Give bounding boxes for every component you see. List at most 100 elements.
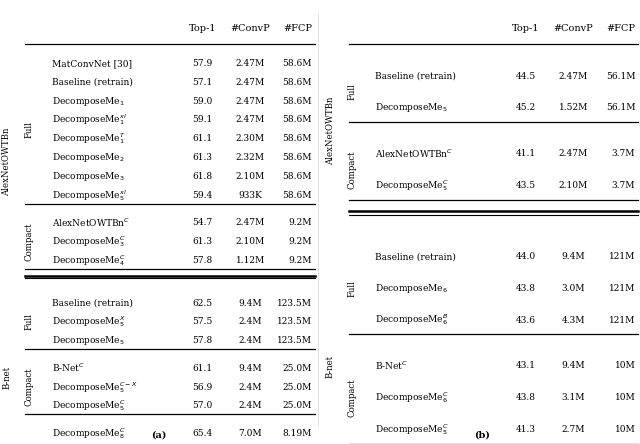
Text: 121M: 121M: [609, 252, 636, 261]
Text: B-net: B-net: [3, 366, 12, 389]
Text: 57.8: 57.8: [193, 256, 213, 265]
Text: AlexNetOWTBn$^C$: AlexNetOWTBn$^C$: [52, 217, 131, 229]
Text: 2.47M: 2.47M: [236, 218, 265, 227]
Text: 58.6M: 58.6M: [282, 134, 312, 143]
Text: 58.6M: 58.6M: [282, 153, 312, 162]
Text: 2.7M: 2.7M: [562, 425, 585, 434]
Text: 61.3: 61.3: [193, 237, 212, 246]
Text: DecomposeMe$_3^C$: DecomposeMe$_3^C$: [52, 234, 126, 249]
Text: DecomposeMe$_5^X$: DecomposeMe$_5^X$: [52, 314, 126, 329]
Text: DecomposeMe$_5^{xl}$: DecomposeMe$_5^{xl}$: [52, 188, 127, 203]
Text: Compact: Compact: [348, 378, 357, 417]
Text: 2.10M: 2.10M: [236, 172, 265, 181]
Text: 59.1: 59.1: [193, 115, 213, 124]
Text: 9.4M: 9.4M: [239, 364, 262, 373]
Text: DecomposeMe$_5^C$: DecomposeMe$_5^C$: [52, 399, 126, 413]
Text: 56.1M: 56.1M: [605, 71, 636, 80]
Text: Compact: Compact: [25, 368, 34, 406]
Text: 2.47M: 2.47M: [236, 78, 265, 87]
Text: 9.2M: 9.2M: [289, 218, 312, 227]
Text: 56.1M: 56.1M: [605, 103, 636, 112]
Text: 45.2: 45.2: [516, 103, 536, 112]
Text: 57.1: 57.1: [193, 78, 213, 87]
Text: DecomposeMe$_2$: DecomposeMe$_2$: [52, 151, 125, 164]
Text: 44.5: 44.5: [516, 71, 536, 80]
Text: 9.4M: 9.4M: [562, 361, 586, 370]
Text: B-Net$^C$: B-Net$^C$: [376, 360, 408, 372]
Text: 54.7: 54.7: [193, 218, 213, 227]
Text: 121M: 121M: [609, 316, 636, 325]
Text: DecomposeMe$_5^C$: DecomposeMe$_5^C$: [376, 422, 449, 437]
Text: 933K: 933K: [238, 191, 262, 200]
Text: 58.6M: 58.6M: [282, 115, 312, 124]
Text: 2.4M: 2.4M: [239, 401, 262, 410]
Text: 58.6M: 58.6M: [282, 78, 312, 87]
Text: DecomposeMe$_5^C$: DecomposeMe$_5^C$: [376, 178, 449, 193]
Text: 58.6M: 58.6M: [282, 191, 312, 200]
Text: DecomposeMe$_5$: DecomposeMe$_5$: [376, 101, 448, 114]
Text: DecomposeMe$_6^B$: DecomposeMe$_6^B$: [376, 313, 449, 328]
Text: 58.6M: 58.6M: [282, 59, 312, 68]
Text: Baseline (retrain): Baseline (retrain): [376, 71, 456, 80]
Text: 121M: 121M: [609, 284, 636, 293]
Text: 123.5M: 123.5M: [277, 337, 312, 345]
Text: 9.4M: 9.4M: [239, 298, 262, 308]
Text: 56.9: 56.9: [193, 383, 213, 392]
Text: 2.47M: 2.47M: [236, 115, 265, 124]
Text: 43.8: 43.8: [516, 393, 536, 402]
Text: Full: Full: [25, 121, 34, 138]
Text: 2.32M: 2.32M: [236, 153, 265, 162]
Text: AlexNetOWTBn: AlexNetOWTBn: [326, 96, 335, 165]
Text: Full: Full: [348, 280, 357, 297]
Text: 61.1: 61.1: [193, 134, 213, 143]
Text: 57.5: 57.5: [193, 317, 213, 326]
Text: 58.6M: 58.6M: [282, 96, 312, 106]
Text: DecomposeMe$_8^C$: DecomposeMe$_8^C$: [52, 426, 126, 441]
Text: 41.1: 41.1: [516, 149, 536, 158]
Text: 44.0: 44.0: [516, 252, 536, 261]
Text: 123.5M: 123.5M: [277, 317, 312, 326]
Text: DecomposeMe$_5^{C-X}$: DecomposeMe$_5^{C-X}$: [52, 380, 138, 395]
Text: #ConvP: #ConvP: [554, 24, 593, 33]
Text: 4.3M: 4.3M: [562, 316, 585, 325]
Text: 10M: 10M: [614, 425, 636, 434]
Text: 9.2M: 9.2M: [289, 256, 312, 265]
Text: 43.1: 43.1: [516, 361, 536, 370]
Text: 25.0M: 25.0M: [283, 364, 312, 373]
Text: Full: Full: [25, 313, 34, 330]
Text: 8.19M: 8.19M: [283, 429, 312, 438]
Text: 2.47M: 2.47M: [236, 96, 265, 106]
Text: 2.47M: 2.47M: [559, 71, 588, 80]
Text: 2.4M: 2.4M: [239, 383, 262, 392]
Text: DecomposeMe$_5$: DecomposeMe$_5$: [52, 334, 125, 347]
Text: 43.5: 43.5: [516, 181, 536, 190]
Text: 3.7M: 3.7M: [612, 181, 636, 190]
Text: 2.4M: 2.4M: [239, 317, 262, 326]
Text: 3.0M: 3.0M: [562, 284, 585, 293]
Text: DecomposeMe$_3$: DecomposeMe$_3$: [52, 170, 125, 183]
Text: MatConvNet [30]: MatConvNet [30]: [52, 59, 132, 68]
Text: B-net: B-net: [326, 354, 335, 377]
Text: Compact: Compact: [348, 151, 357, 189]
Text: 61.8: 61.8: [193, 172, 213, 181]
Text: AlexNetOWTBn: AlexNetOWTBn: [3, 128, 12, 196]
Text: (a): (a): [150, 431, 166, 440]
Text: Full: Full: [348, 83, 357, 100]
Text: 2.47M: 2.47M: [559, 149, 588, 158]
Text: 25.0M: 25.0M: [283, 401, 312, 410]
Text: 57.9: 57.9: [193, 59, 213, 68]
Text: 25.0M: 25.0M: [283, 383, 312, 392]
Text: 59.4: 59.4: [193, 191, 213, 200]
Text: 7.0M: 7.0M: [239, 429, 262, 438]
Text: 123.5M: 123.5M: [277, 298, 312, 308]
Text: B-Net$^C$: B-Net$^C$: [52, 362, 85, 374]
Text: 9.2M: 9.2M: [289, 237, 312, 246]
Text: #FCP: #FCP: [283, 24, 312, 33]
Text: 1.12M: 1.12M: [236, 256, 265, 265]
Text: DecomposeMe$_6^C$: DecomposeMe$_6^C$: [376, 390, 449, 405]
Text: Top-1: Top-1: [512, 24, 540, 33]
Text: 59.0: 59.0: [193, 96, 213, 106]
Text: 1.52M: 1.52M: [559, 103, 588, 112]
Text: 61.1: 61.1: [193, 364, 213, 373]
Text: 2.10M: 2.10M: [559, 181, 588, 190]
